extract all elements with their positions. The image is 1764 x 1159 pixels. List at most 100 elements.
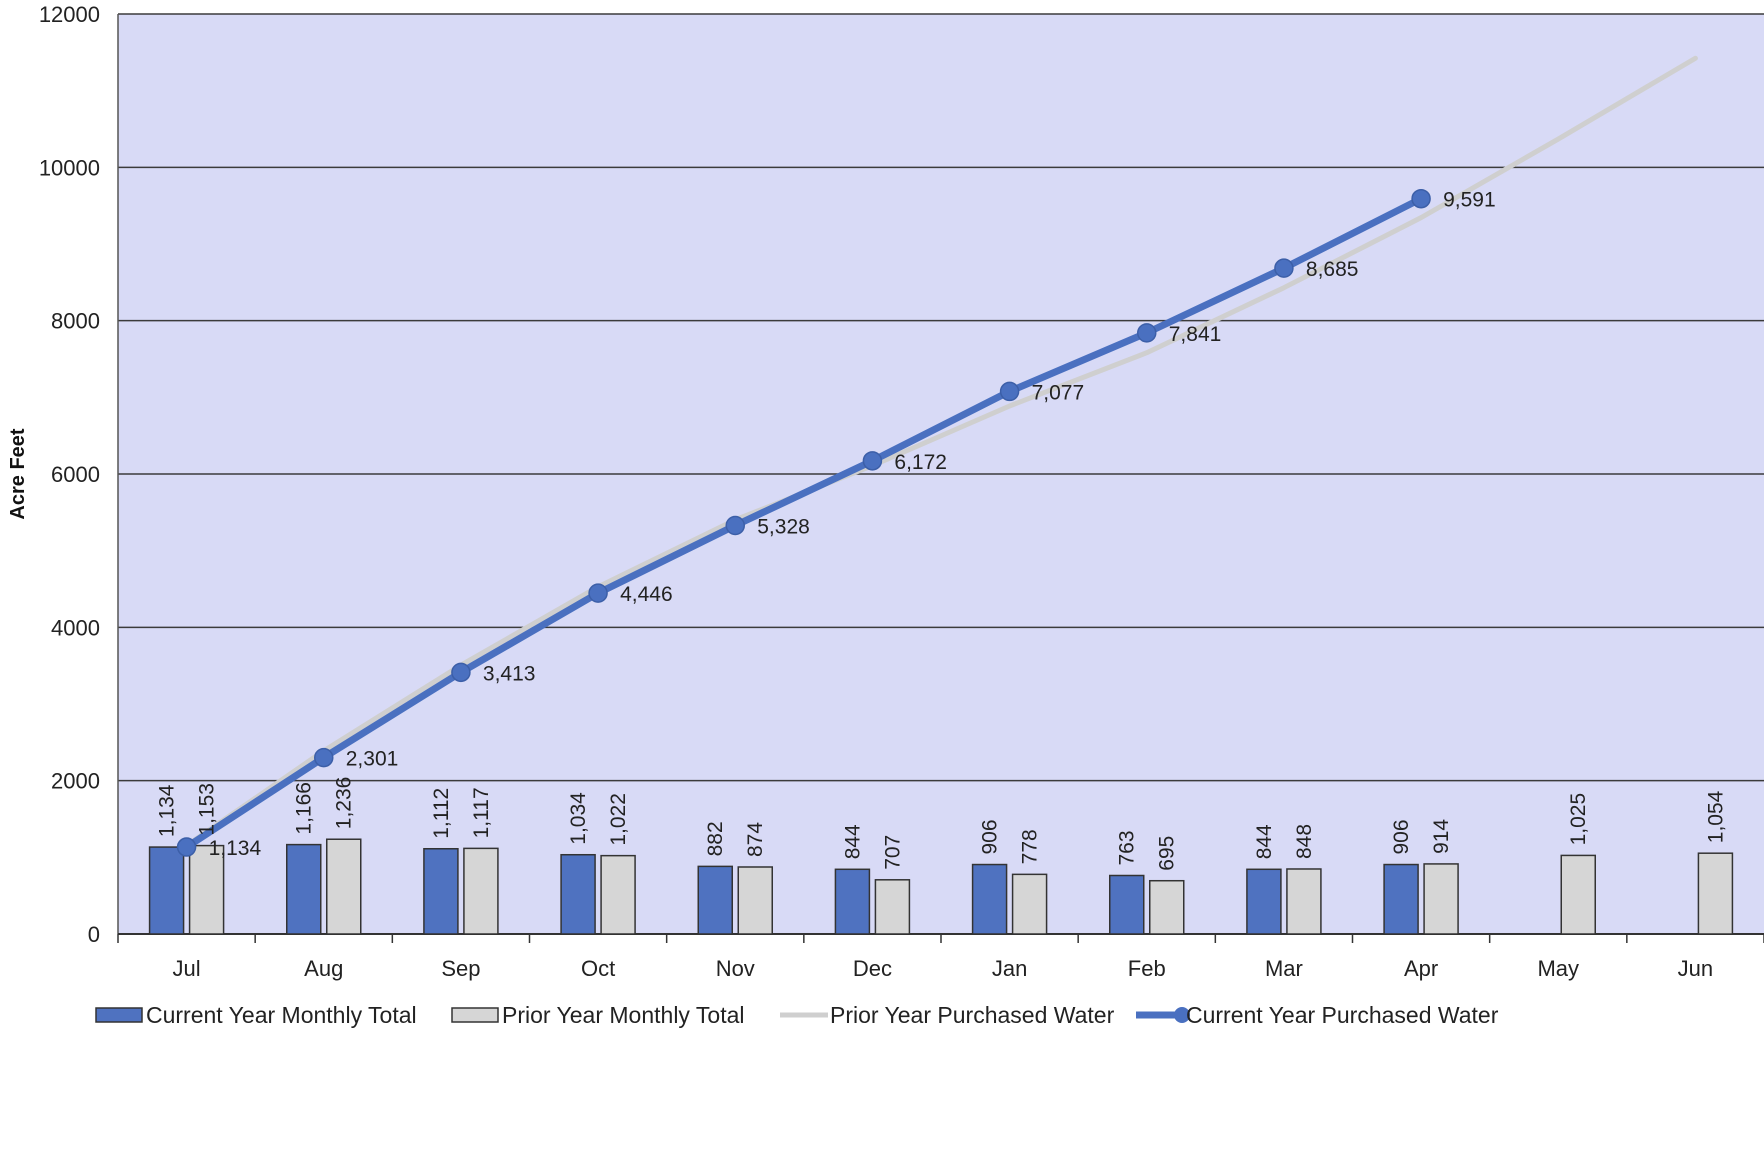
bar-data-label: 906 <box>1390 819 1413 854</box>
bar-data-label: 763 <box>1116 830 1139 865</box>
bar-data-label: 874 <box>744 822 767 857</box>
bar-data-label: 1,025 <box>1567 793 1590 846</box>
x-tick-label: Jul <box>173 956 201 981</box>
x-tick-label: May <box>1537 956 1579 981</box>
bar-data-label: 1,236 <box>333 777 356 830</box>
bar-data-label: 695 <box>1156 836 1179 871</box>
legend-label: Current Year Purchased Water <box>1186 1002 1499 1028</box>
line-data-label: 7,841 <box>1169 323 1222 346</box>
x-tick-label: Nov <box>716 956 755 981</box>
bar <box>1109 874 1145 935</box>
bar <box>737 866 773 935</box>
bar-data-label: 906 <box>979 819 1002 854</box>
bar-data-label: 844 <box>1253 824 1276 859</box>
bar <box>1246 868 1282 935</box>
line-point <box>999 381 1020 402</box>
bar-data-label: 914 <box>1430 819 1453 854</box>
bar <box>834 868 871 935</box>
bar-data-label: 1,054 <box>1704 790 1727 843</box>
line-path <box>184 55 1698 849</box>
line-data-label: 7,077 <box>1032 381 1085 404</box>
gridlines <box>118 13 1764 782</box>
bar <box>600 854 636 935</box>
line-data-label: 1,134 <box>209 837 262 860</box>
y-axis-ticks: 0 2000 4000 6000 8000 10000 12000 <box>39 2 119 947</box>
y-axis-label: Acre Feet <box>7 428 29 519</box>
x-tick-label: Jun <box>1678 956 1713 981</box>
line-point <box>176 837 197 857</box>
bar <box>326 838 362 935</box>
line-point <box>1411 188 1431 209</box>
x-axis: Jul Aug Sep Oct Nov Dec Jan Feb Mar Apr May Jun <box>117 933 1764 981</box>
line-point <box>451 662 471 683</box>
data-labels: 1,134 1,166 1,112 1,034 882 844 906 763 844 906 1,… <box>156 189 1728 871</box>
bar <box>1423 863 1459 935</box>
bar-data-label: 1,134 <box>156 784 179 837</box>
bar-data-label: 1,117 <box>470 787 493 838</box>
line-data-label: 2,301 <box>346 748 399 771</box>
line-point <box>1274 258 1294 278</box>
line-data-label: 9,591 <box>1443 189 1496 212</box>
bar <box>560 853 596 935</box>
line-series <box>176 55 1698 857</box>
x-tick-label: Aug <box>304 956 343 981</box>
y-tick-label: 10000 <box>39 155 100 180</box>
line-data-label: 3,413 <box>483 662 536 685</box>
y-tick-label: 8000 <box>51 309 100 334</box>
x-tick-label: Jan <box>992 956 1027 981</box>
bar <box>1286 868 1322 935</box>
bar <box>971 863 1008 935</box>
line-path <box>183 195 1425 851</box>
bar-series <box>148 838 1734 935</box>
line-data-label: 4,446 <box>620 583 673 606</box>
bar <box>423 847 459 935</box>
bar <box>1560 854 1596 935</box>
bar <box>286 843 322 935</box>
x-tick-label: Feb <box>1128 956 1166 981</box>
bar <box>148 846 185 935</box>
legend-swatch <box>95 1007 143 1023</box>
bar-data-label: 707 <box>881 835 904 870</box>
bar <box>697 865 733 935</box>
legend-label: Current Year Monthly Total <box>146 1002 417 1028</box>
legend: Current Year Monthly Total Prior Year Mon… <box>95 1002 1499 1028</box>
line-data-label: 8,685 <box>1306 258 1359 281</box>
x-tick-label: Apr <box>1404 956 1438 981</box>
bar <box>874 879 911 935</box>
legend-marker <box>1174 1007 1190 1023</box>
line-point <box>314 747 334 768</box>
bar-data-label: 882 <box>704 821 727 856</box>
bar-data-label: 1,112 <box>430 788 453 839</box>
bar <box>1011 873 1048 935</box>
bar <box>1697 852 1734 935</box>
legend-swatch <box>451 1007 499 1023</box>
bar-data-label: 1,022 <box>607 793 630 846</box>
bar <box>1383 863 1419 935</box>
bar-data-label: 1,034 <box>567 792 590 845</box>
y-tick-label: 0 <box>88 922 100 947</box>
line-point <box>1137 323 1157 343</box>
x-tick-label: Dec <box>853 956 892 981</box>
bar-data-label: 848 <box>1293 824 1316 859</box>
bar <box>1149 879 1185 935</box>
bar-data-label: 1,153 <box>196 783 219 836</box>
x-tick-label: Mar <box>1265 956 1303 981</box>
legend-label: Prior Year Monthly Total <box>502 1002 745 1028</box>
bar-data-label: 778 <box>1019 829 1042 864</box>
x-tick-label: Sep <box>441 956 480 981</box>
x-tick-label: Oct <box>581 956 615 981</box>
line-data-label: 6,172 <box>894 451 947 474</box>
y-tick-label: 4000 <box>51 615 100 640</box>
bar <box>463 847 499 935</box>
legend-label: Prior Year Purchased Water <box>830 1002 1115 1028</box>
y-tick-label: 2000 <box>51 769 100 794</box>
y-tick-label: 6000 <box>51 462 100 487</box>
line-point <box>862 451 883 471</box>
bar <box>188 844 225 935</box>
line-data-label: 5,328 <box>757 516 810 539</box>
bar-data-label: 844 <box>841 824 864 859</box>
bar-data-label: 1,166 <box>293 782 316 835</box>
y-tick-label: 12000 <box>39 2 100 27</box>
line-point <box>725 515 745 536</box>
